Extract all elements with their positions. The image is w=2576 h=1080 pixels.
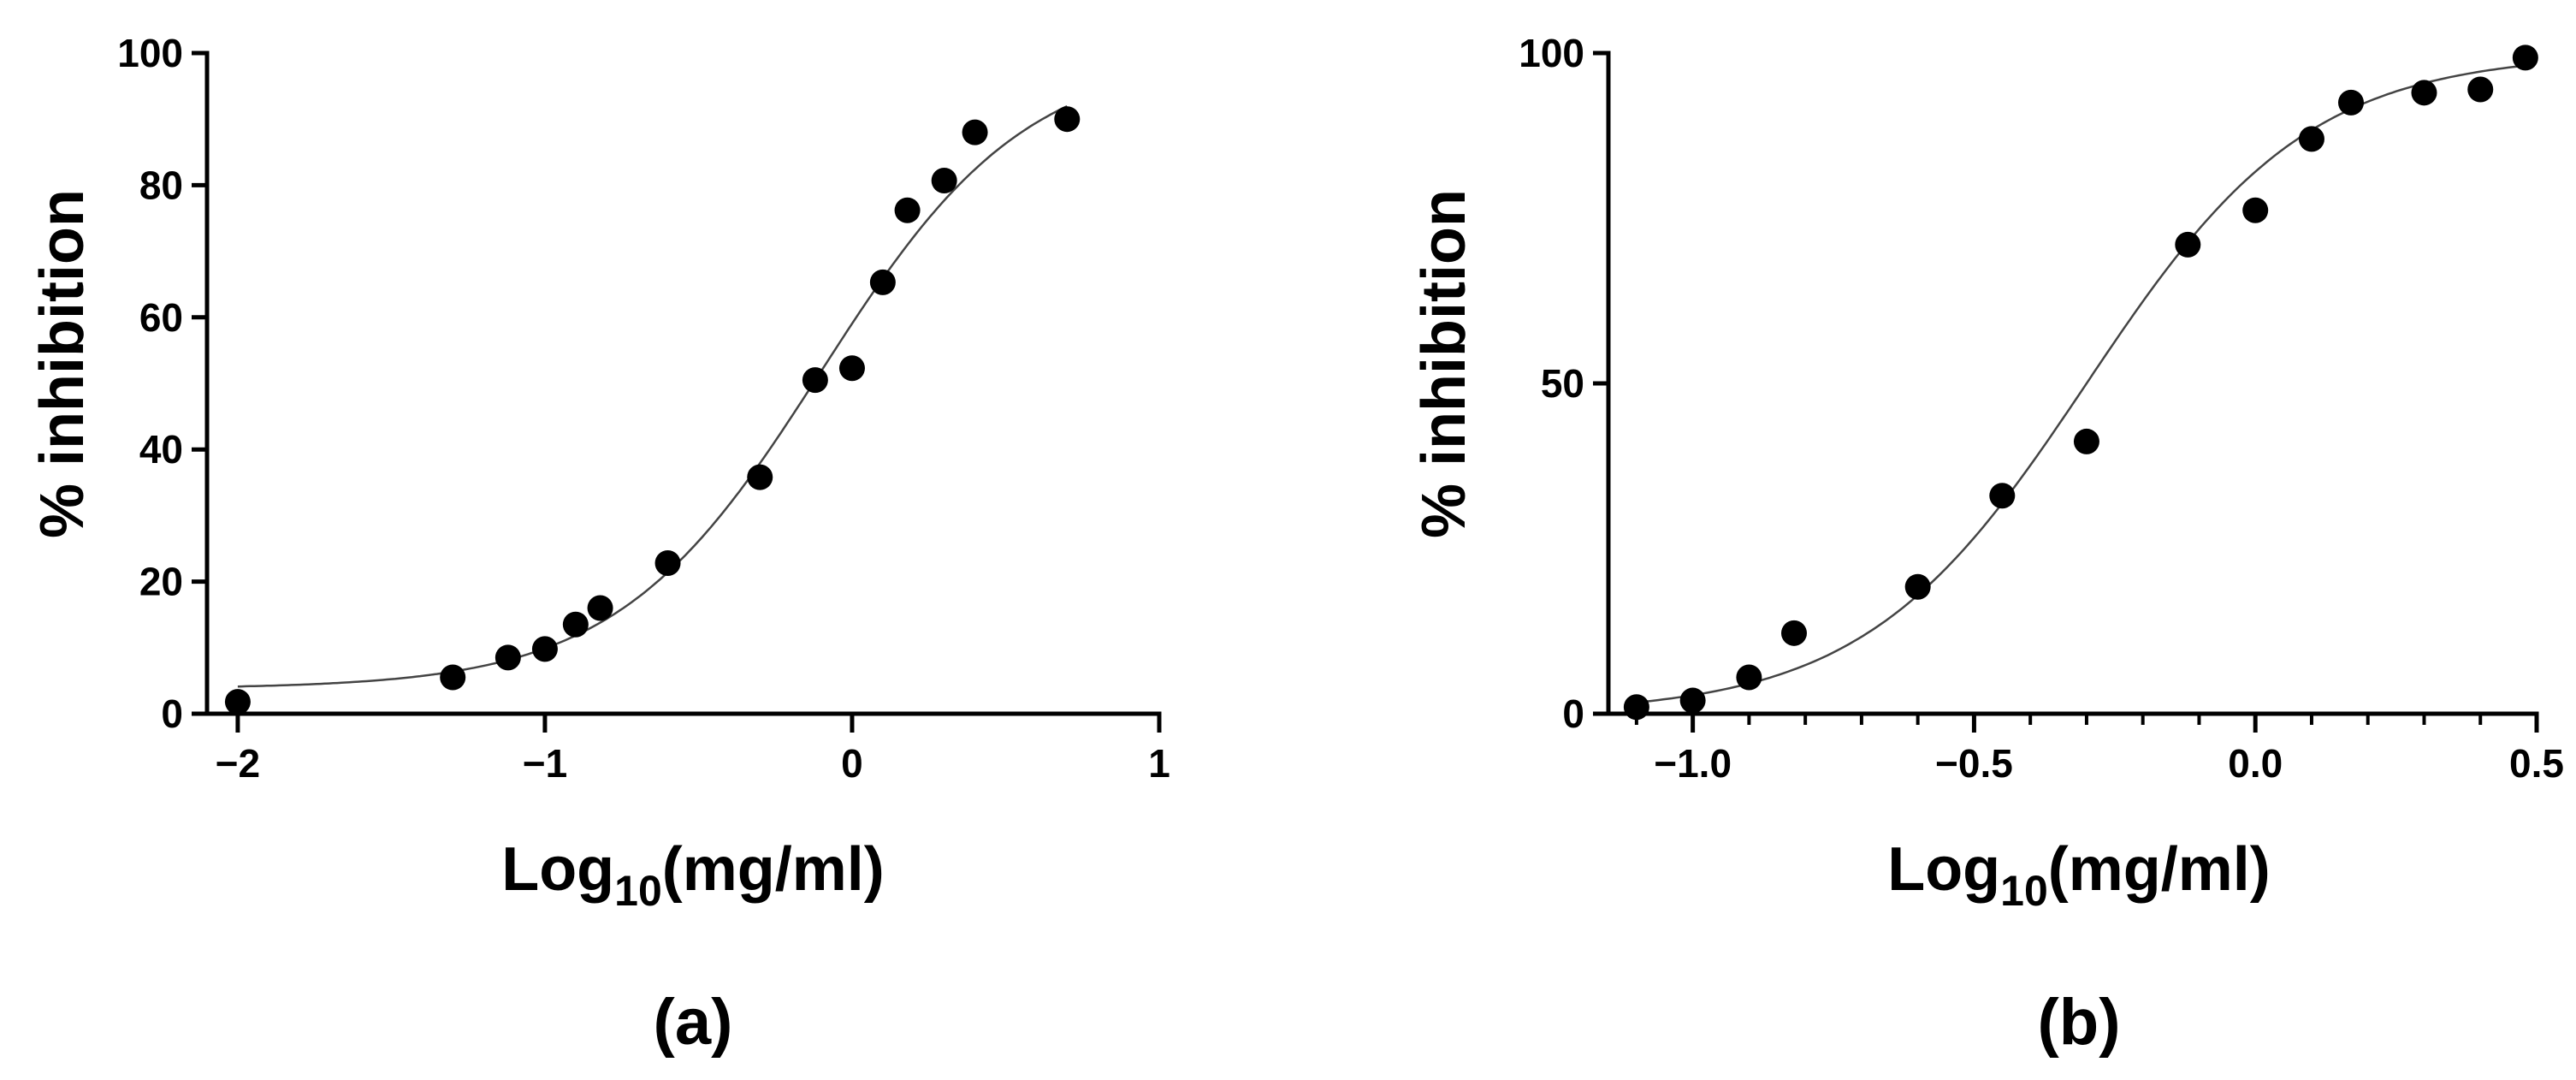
- data-point-b: [1781, 620, 1807, 646]
- y-tick-label-b: 100: [1519, 31, 1584, 75]
- data-point-a: [1054, 106, 1081, 133]
- x-tick-label-b: 0.0: [2228, 741, 2283, 786]
- x-tick-label-a: 0: [841, 741, 863, 786]
- data-point-b: [1623, 694, 1649, 721]
- data-point-b: [1736, 664, 1762, 691]
- y-tick-label-b: 0: [1562, 691, 1584, 736]
- y-tick-label-a: 0: [161, 691, 183, 736]
- data-point-a: [931, 167, 957, 193]
- data-point-b: [1904, 573, 1931, 600]
- data-point-b: [2338, 89, 2364, 116]
- x-tick-label-b: −0.5: [1935, 741, 2013, 786]
- y-tick-label-a: 20: [139, 560, 183, 604]
- data-point-a: [654, 549, 681, 576]
- data-point-a: [562, 611, 589, 638]
- x-tick-label-b: 0.5: [2509, 741, 2564, 786]
- y-tick-label-a: 80: [139, 163, 183, 207]
- data-point-b: [2175, 231, 2201, 258]
- fit-curve-a: [237, 104, 1068, 688]
- data-point-a: [440, 664, 466, 691]
- data-point-b: [2073, 428, 2099, 454]
- y-tick-label-a: 100: [117, 31, 183, 75]
- x-tick-label-a: −1: [523, 741, 567, 786]
- data-point-a: [494, 644, 521, 671]
- y-tick-label-a: 40: [139, 427, 183, 472]
- x-tick-label-a: 1: [1148, 741, 1170, 786]
- chart-panel-b: % inhibition Log10(mg/ml) (b) 0 50 100 −1.0…: [1410, 31, 2564, 1059]
- panel-label-a: (a): [654, 986, 733, 1059]
- data-point-a: [869, 269, 896, 295]
- x-axis-title-a: Log10(mg/ml): [501, 835, 885, 915]
- y-tick-label-b: 50: [1541, 361, 1584, 406]
- data-point-a: [224, 689, 251, 715]
- y-axis-title-b: % inhibition: [1410, 189, 1478, 538]
- data-point-b: [2411, 80, 2437, 106]
- data-point-b: [2242, 197, 2269, 223]
- x-axis-title-b: Log10(mg/ml): [1887, 835, 2271, 915]
- data-point-b: [2467, 76, 2494, 103]
- data-point-a: [531, 636, 558, 662]
- data-point-a: [894, 197, 921, 223]
- panel-label-b: (b): [2037, 986, 2120, 1059]
- data-point-b: [2512, 45, 2538, 71]
- data-point-a: [747, 464, 773, 490]
- data-point-a: [962, 119, 988, 145]
- data-point-a: [838, 355, 865, 382]
- fit-curve-b: [1636, 64, 2526, 704]
- x-tick-label-a: −2: [216, 741, 260, 786]
- chart-panel-a: % inhibition Log10(mg/ml) (a) 0 20 40 60 80 1…: [28, 31, 1170, 1059]
- x-tick-label-b: −1.0: [1654, 741, 1732, 786]
- data-point-a: [802, 367, 828, 394]
- data-point-a: [587, 595, 613, 621]
- y-tick-label-a: 60: [139, 295, 183, 340]
- data-point-b: [2298, 126, 2324, 152]
- data-point-b: [1989, 483, 2016, 509]
- data-point-b: [1679, 687, 1706, 714]
- y-axis-title-a: % inhibition: [28, 189, 97, 538]
